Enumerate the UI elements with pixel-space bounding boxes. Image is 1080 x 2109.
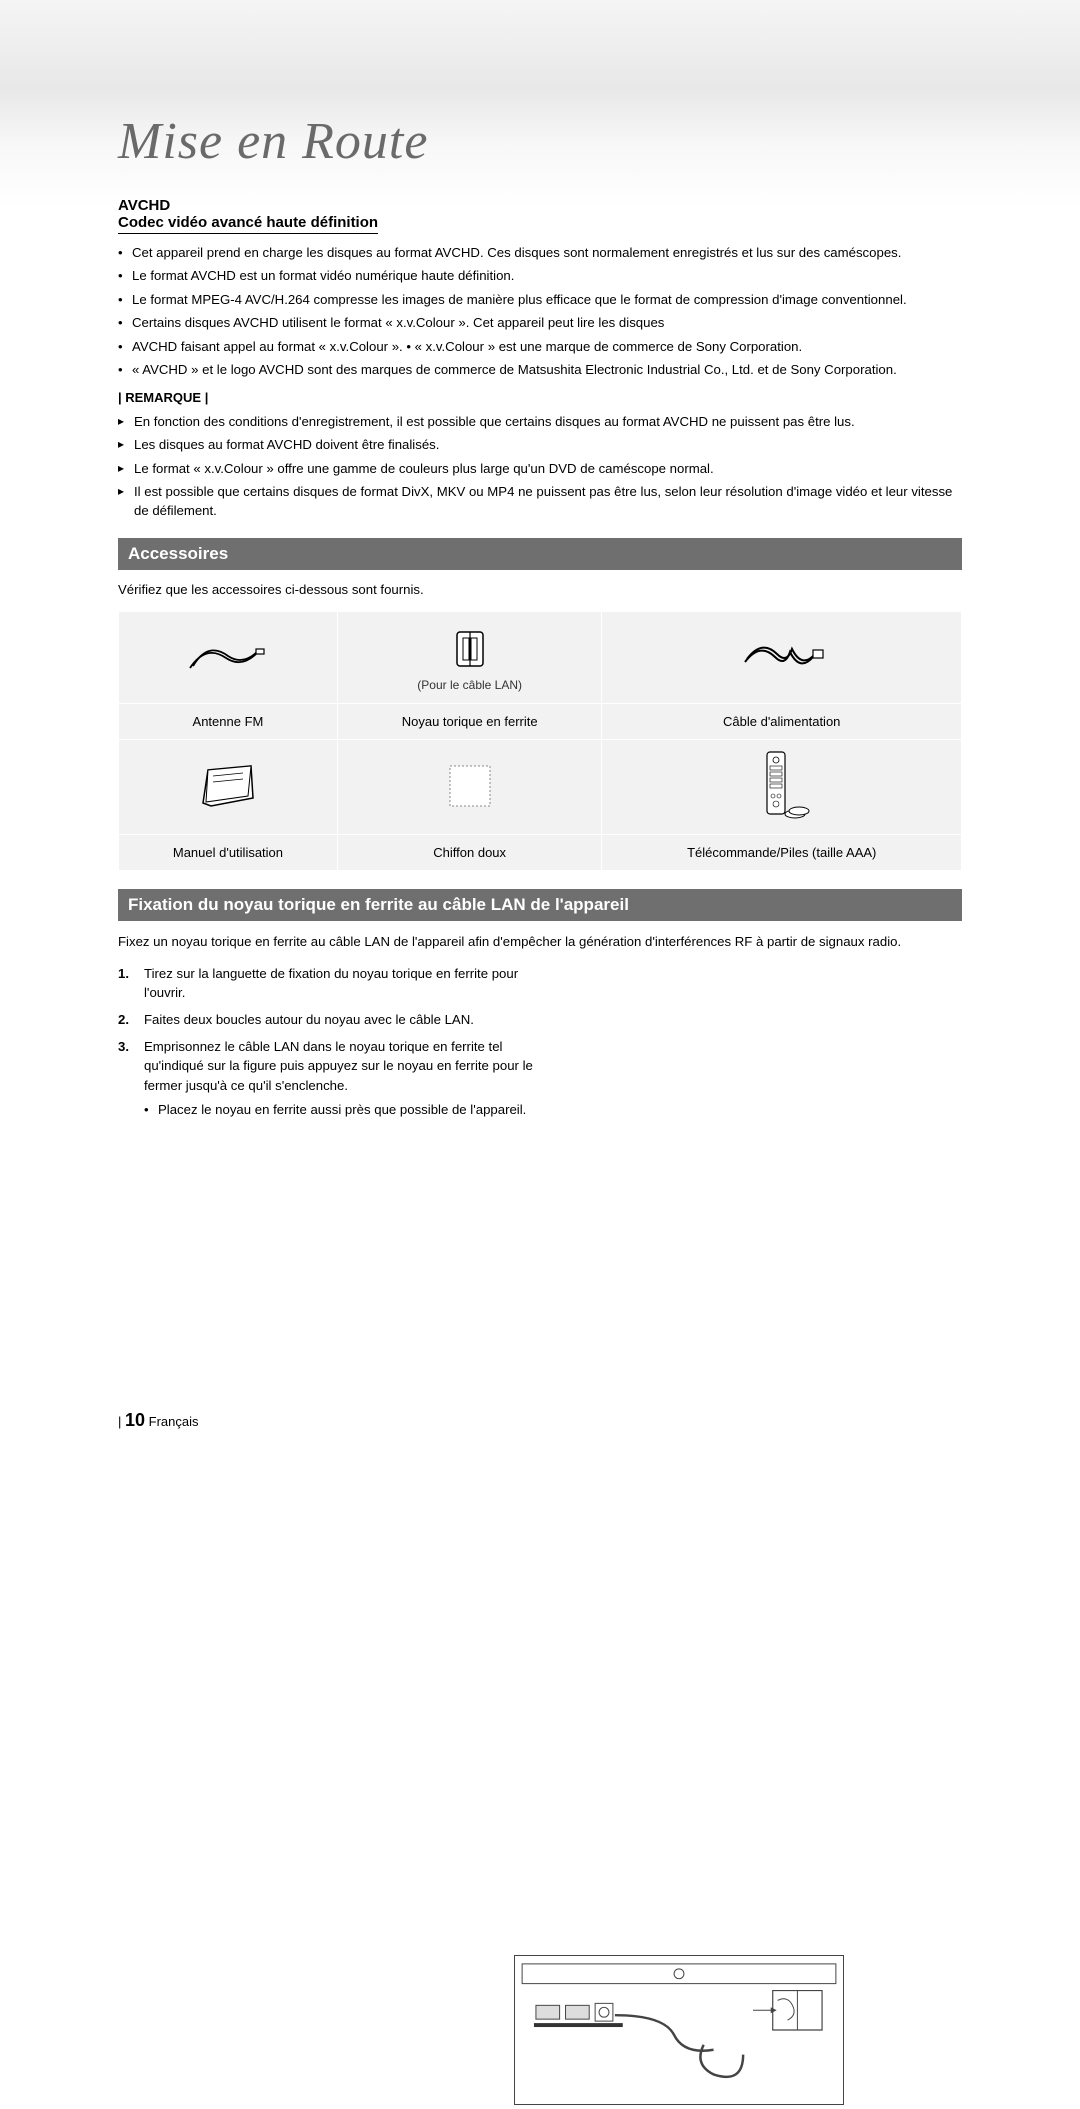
page-language: Français [149,1414,199,1429]
ferrite-intro: Fixez un noyau torique en ferrite au câb… [118,933,962,951]
table-row [119,740,962,835]
accessories-intro: Vérifiez que les accessoires ci-dessous … [118,582,962,597]
remarque-label: | REMARQUE | [118,390,962,405]
avchd-bullet: AVCHD faisant appel au format « x.v.Colo… [118,338,962,356]
page-footer: | 10 Français [118,1410,199,1431]
ferrite-sub-list: Placez le noyau en ferrite aussi près qu… [144,1101,548,1119]
remarque-item: Les disques au format AVCHD doivent être… [118,436,962,454]
ferrite-heading-bar: Fixation du noyau torique en ferrite au … [118,889,962,921]
avchd-bullet: « AVCHD » et le logo AVCHD sont des marq… [118,361,962,379]
remarque-item: En fonction des conditions d'enregistrem… [118,413,962,431]
page-title: Mise en Route [118,0,962,171]
table-row: (Pour le câble LAN) [119,612,962,704]
manual-book-icon [193,758,263,816]
accessories-heading-bar: Accessoires [118,538,962,570]
page-number: 10 [125,1410,145,1430]
table-row: Manuel d'utilisation Chiffon doux Téléco… [119,835,962,871]
ferrite-diagram-icon [515,1956,843,2104]
accessory-label: Câble d'alimentation [602,704,962,740]
soft-cloth-icon [442,758,497,816]
remarque-item: Le format « x.v.Colour » offre une gamme… [118,460,962,478]
avchd-bullet-list: Cet appareil prend en charge les disques… [118,244,962,380]
accessory-cell-manual [119,740,338,835]
remarque-list: En fonction des conditions d'enregistrem… [118,413,962,520]
avchd-bullet: Le format AVCHD est un format vidéo numé… [118,267,962,285]
ferrite-step-text: Emprisonnez le câble LAN dans le noyau t… [144,1039,533,1092]
accessory-label: Chiffon doux [337,835,602,871]
ferrite-section: Fixez un noyau torique en ferrite au câb… [118,933,962,1119]
avchd-bullet: Certains disques AVCHD utilisent le form… [118,314,962,332]
accessory-label: Télécommande/Piles (taille AAA) [602,835,962,871]
avchd-bullet: Cet appareil prend en charge les disques… [118,244,962,262]
fm-antenna-icon [188,636,268,679]
ferrite-subnote: (Pour le câble LAN) [417,678,522,692]
power-cable-icon [737,634,827,682]
avchd-bullet: Le format MPEG-4 AVC/H.264 compresse les… [118,291,962,309]
accessory-label: Antenne FM [119,704,338,740]
accessory-cell-power [602,612,962,704]
ferrite-step: Tirez sur la languette de fixation du no… [118,964,548,1002]
accessory-cell-cloth [337,740,602,835]
ferrite-diagram [514,1955,844,2105]
accessories-table: (Pour le câble LAN) Antenne FM Noyau tor… [118,611,962,871]
ferrite-step: Emprisonnez le câble LAN dans le noyau t… [118,1037,548,1119]
table-row: Antenne FM Noyau torique en ferrite Câbl… [119,704,962,740]
document-page: Mise en Route AVCHD Codec vidéo avancé h… [0,0,1080,1479]
remarque-item: Il est possible que certains disques de … [118,483,962,520]
accessory-label: Manuel d'utilisation [119,835,338,871]
avchd-heading-line2: Codec vidéo avancé haute définition [118,214,378,234]
avchd-heading: AVCHD Codec vidéo avancé haute définitio… [118,197,962,234]
remote-batteries-icon [747,748,817,826]
ferrite-sub-bullet: Placez le noyau en ferrite aussi près qu… [144,1101,548,1119]
ferrite-step: Faites deux boucles autour du noyau avec… [118,1010,548,1029]
accessory-label: Noyau torique en ferrite [337,704,602,740]
ferrite-core-icon [445,624,495,677]
accessory-cell-ferrite: (Pour le câble LAN) [337,612,602,704]
ferrite-steps: Tirez sur la languette de fixation du no… [118,964,548,1119]
accessory-cell-remote [602,740,962,835]
avchd-heading-line1: AVCHD [118,197,170,214]
accessory-cell-antenna [119,612,338,704]
